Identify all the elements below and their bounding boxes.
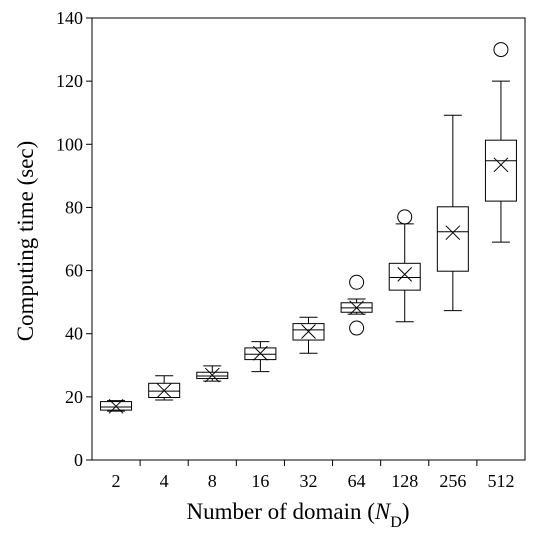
outlier-point (349, 274, 365, 290)
box-2 (100, 398, 133, 414)
mean-marker (445, 225, 461, 241)
iqr-box (436, 206, 469, 272)
box-8 (196, 365, 229, 383)
iqr-box (484, 139, 517, 202)
y-tick-label: 100 (56, 134, 83, 154)
axes: 0 20 40 60 80 100 120 140 2 4 8 16 32 64 128 256 512 (56, 8, 526, 491)
x-tick-label: 16 (251, 471, 269, 491)
box-512 (484, 42, 517, 243)
y-tick-label: 60 (65, 261, 83, 281)
plot-frame (91, 17, 526, 461)
mean-marker (108, 398, 124, 414)
outlier-point (349, 320, 365, 336)
mean-marker (493, 157, 509, 173)
mean-marker (397, 267, 413, 282)
y-tick-label: 20 (65, 387, 83, 407)
x-tick-label: 32 (300, 471, 318, 491)
iqr-box (196, 371, 229, 380)
outlier-point (397, 209, 413, 225)
box-32 (292, 316, 325, 354)
y-tick-label: 40 (65, 324, 83, 344)
boxes (100, 42, 517, 414)
y-tick-label: 0 (74, 450, 83, 470)
mean-marker (253, 345, 268, 361)
x-tick-label: 512 (487, 471, 514, 491)
outlier-point (493, 42, 509, 58)
y-axis-title: Computing time (sec) (13, 141, 38, 342)
mean-marker (301, 324, 316, 339)
x-tick-label: 2 (112, 471, 121, 491)
iqr-box (292, 323, 325, 341)
x-tick-label: 4 (160, 471, 169, 491)
mean-marker (156, 383, 172, 398)
x-axis-title-close: ) (402, 499, 410, 524)
y-tick-label: 140 (56, 8, 83, 28)
x-tick-label: 256 (439, 471, 466, 491)
iqr-box (148, 382, 181, 398)
x-axis-title-var: N (374, 499, 392, 524)
mean-marker (204, 367, 220, 383)
x-axis-title-main: Number of domain ( (186, 499, 374, 524)
x-tick-label: 8 (208, 471, 217, 491)
y-tick-label: 80 (65, 197, 83, 217)
box-128 (388, 209, 421, 323)
y-tick-label: 120 (56, 71, 83, 91)
x-axis-title-sub: D (390, 514, 402, 531)
mean-marker (349, 300, 364, 316)
box-64 (340, 274, 373, 336)
x-tick-label: 128 (391, 471, 418, 491)
box-256 (436, 114, 469, 312)
box-4 (148, 375, 181, 401)
iqr-box (388, 262, 421, 291)
x-axis-title: Number of domain (ND) (186, 499, 409, 531)
iqr-box (100, 401, 133, 411)
x-tick-label: 64 (348, 471, 366, 491)
box-16 (244, 341, 277, 373)
